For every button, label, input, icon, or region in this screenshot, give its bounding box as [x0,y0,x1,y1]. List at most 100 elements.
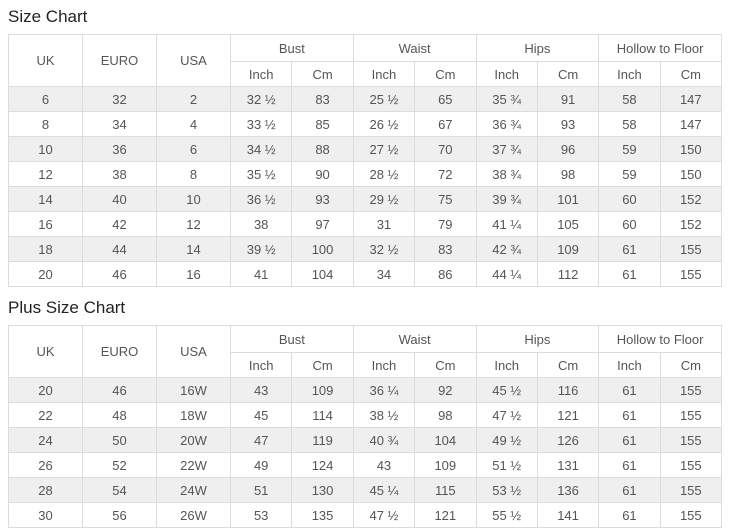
table-cell: 20 [8,261,83,287]
table-cell: 24 [8,427,83,453]
table-cell: 35 ½ [229,161,293,187]
table-cell: 97 [291,211,354,237]
table-cell: 10 [8,136,83,162]
table-cell: 155 [659,452,723,478]
table-cell: 38 [82,161,157,187]
table-cell: 61 [598,477,661,503]
table-cell: 116 [536,377,600,403]
table-cell: 41 ¼ [475,211,538,237]
table-cell: 4 [156,111,231,137]
plus-size-chart-section: Plus Size Chart UK EURO USA Bust Waist Hips Ho… [8,287,723,528]
table-cell: 126 [536,427,600,453]
table-cell: 104 [414,427,477,453]
table-cell: 50 [82,427,157,453]
table-cell: 36 ½ [229,186,293,212]
column-header-hollow-to-floor: Hollow to Floor [598,34,722,62]
table-row: 16 42 12 38 97 31 79 41 ¼ 105 60 152 [8,211,723,237]
subcolumn-header-waist-inch: Inch [352,352,416,378]
table-cell: 58 [598,86,661,112]
table-cell: 152 [659,211,723,237]
table-cell: 18W [156,402,231,428]
subcolumn-header-hollow-to-floor-inch: Inch [598,352,661,378]
table-cell: 38 ½ [352,402,416,428]
subcolumn-header-hollow-to-floor-cm: Cm [659,352,723,378]
table-cell: 14 [8,186,83,212]
table-cell: 131 [536,452,600,478]
table-cell: 124 [291,452,354,478]
table-cell: 12 [8,161,83,187]
column-header-uk: UK [8,34,83,87]
table-cell: 34 [352,261,416,287]
table-cell: 46 [82,377,157,403]
table-cell: 41 [229,261,293,287]
table-cell: 75 [414,186,477,212]
table-cell: 135 [291,502,354,528]
table-cell: 86 [414,261,477,287]
table-cell: 35 ¾ [475,86,538,112]
table-row: 14 40 10 36 ½ 93 29 ½ 75 39 ¾ 101 60 152 [8,186,723,212]
table-cell: 61 [598,261,661,287]
table-cell: 147 [659,111,723,137]
subheader-row: Inch Cm Inch Cm Inch Cm Inch Cm [9,61,723,87]
table-cell: 101 [536,186,600,212]
subcolumn-header-waist-inch: Inch [352,61,416,87]
table-cell: 61 [598,236,661,262]
column-header-hips: Hips [475,325,600,353]
table-cell: 49 [229,452,293,478]
table-cell: 121 [536,402,600,428]
table-cell: 47 [229,427,293,453]
table-cell: 104 [291,261,354,287]
table-row: 20 46 16W 43 109 36 ¼ 92 45 ½ 116 61 155 [8,377,723,403]
table-cell: 130 [291,477,354,503]
table-cell: 44 [82,236,157,262]
table-cell: 55 ½ [475,502,538,528]
table-cell: 36 ¾ [475,111,538,137]
table-cell: 90 [291,161,354,187]
table-cell: 20W [156,427,231,453]
table-cell: 28 ½ [352,161,416,187]
table-cell: 39 ½ [229,236,293,262]
table-cell: 155 [659,236,723,262]
table-cell: 27 ½ [352,136,416,162]
table-cell: 88 [291,136,354,162]
table-cell: 119 [291,427,354,453]
table-cell: 26W [156,502,231,528]
table-cell: 85 [291,111,354,137]
column-header-usa: USA [156,34,231,87]
table-row: 10 36 6 34 ½ 88 27 ½ 70 37 ¾ 96 59 150 [8,136,723,162]
subcolumn-header-waist-cm: Cm [414,352,477,378]
table-cell: 112 [536,261,600,287]
plus-size-chart-table: UK EURO USA Bust Waist Hips Hollow to Floor Inc… [8,325,723,528]
table-cell: 32 ½ [352,236,416,262]
table-cell: 2 [156,86,231,112]
table-cell: 29 ½ [352,186,416,212]
size-chart-title: Size Chart [8,7,88,26]
table-cell: 60 [598,186,661,212]
table-cell: 141 [536,502,600,528]
table-cell: 43 [352,452,416,478]
table-cell: 61 [598,452,661,478]
table-cell: 36 ¼ [352,377,416,403]
table-cell: 22 [8,402,83,428]
table-cell: 48 [82,402,157,428]
table-cell: 26 ½ [352,111,416,137]
column-header-hollow-to-floor: Hollow to Floor [598,325,722,353]
subcolumn-header-waist-cm: Cm [414,61,477,87]
table-cell: 39 ¾ [475,186,538,212]
table-row: 22 48 18W 45 114 38 ½ 98 47 ½ 121 61 155 [8,402,723,428]
table-cell: 155 [659,477,723,503]
table-cell: 42 [82,211,157,237]
subcolumn-header-hips-inch: Inch [475,352,538,378]
table-row: 8 34 4 33 ½ 85 26 ½ 67 36 ¾ 93 58 147 [8,111,723,137]
subcolumn-header-bust-inch: Inch [229,61,293,87]
table-cell: 10 [156,186,231,212]
subcolumn-header-hips-cm: Cm [536,352,600,378]
table-cell: 46 [82,261,157,287]
table-cell: 155 [659,261,723,287]
table-cell: 36 [82,136,157,162]
table-cell: 98 [536,161,600,187]
table-cell: 83 [414,236,477,262]
table-cell: 33 ½ [229,111,293,137]
column-header-hips: Hips [475,34,600,62]
table-cell: 59 [598,136,661,162]
